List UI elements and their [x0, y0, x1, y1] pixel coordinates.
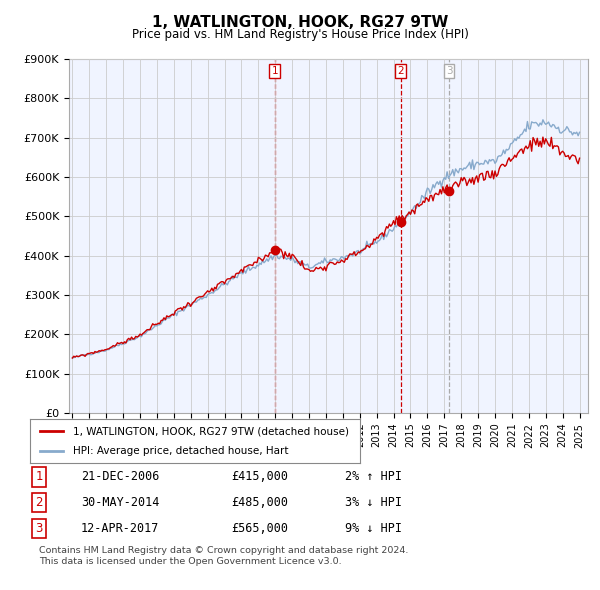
Text: 12-APR-2017: 12-APR-2017: [81, 522, 160, 535]
Text: 9% ↓ HPI: 9% ↓ HPI: [345, 522, 402, 535]
Text: Price paid vs. HM Land Registry's House Price Index (HPI): Price paid vs. HM Land Registry's House …: [131, 28, 469, 41]
Text: 1, WATLINGTON, HOOK, RG27 9TW: 1, WATLINGTON, HOOK, RG27 9TW: [152, 15, 448, 30]
Text: 2: 2: [35, 496, 43, 509]
Text: HPI: Average price, detached house, Hart: HPI: Average price, detached house, Hart: [73, 446, 289, 455]
Text: 3% ↓ HPI: 3% ↓ HPI: [345, 496, 402, 509]
Text: £485,000: £485,000: [231, 496, 288, 509]
Text: 2: 2: [397, 66, 404, 76]
Text: 30-MAY-2014: 30-MAY-2014: [81, 496, 160, 509]
Text: 3: 3: [35, 522, 43, 535]
Text: £415,000: £415,000: [231, 470, 288, 483]
Text: 21-DEC-2006: 21-DEC-2006: [81, 470, 160, 483]
Text: 3: 3: [446, 66, 452, 76]
Text: £565,000: £565,000: [231, 522, 288, 535]
Text: 1: 1: [35, 470, 43, 483]
Text: This data is licensed under the Open Government Licence v3.0.: This data is licensed under the Open Gov…: [39, 558, 341, 566]
Text: 1: 1: [271, 66, 278, 76]
Text: 1, WATLINGTON, HOOK, RG27 9TW (detached house): 1, WATLINGTON, HOOK, RG27 9TW (detached …: [73, 427, 349, 436]
Text: Contains HM Land Registry data © Crown copyright and database right 2024.: Contains HM Land Registry data © Crown c…: [39, 546, 409, 555]
Text: 2% ↑ HPI: 2% ↑ HPI: [345, 470, 402, 483]
